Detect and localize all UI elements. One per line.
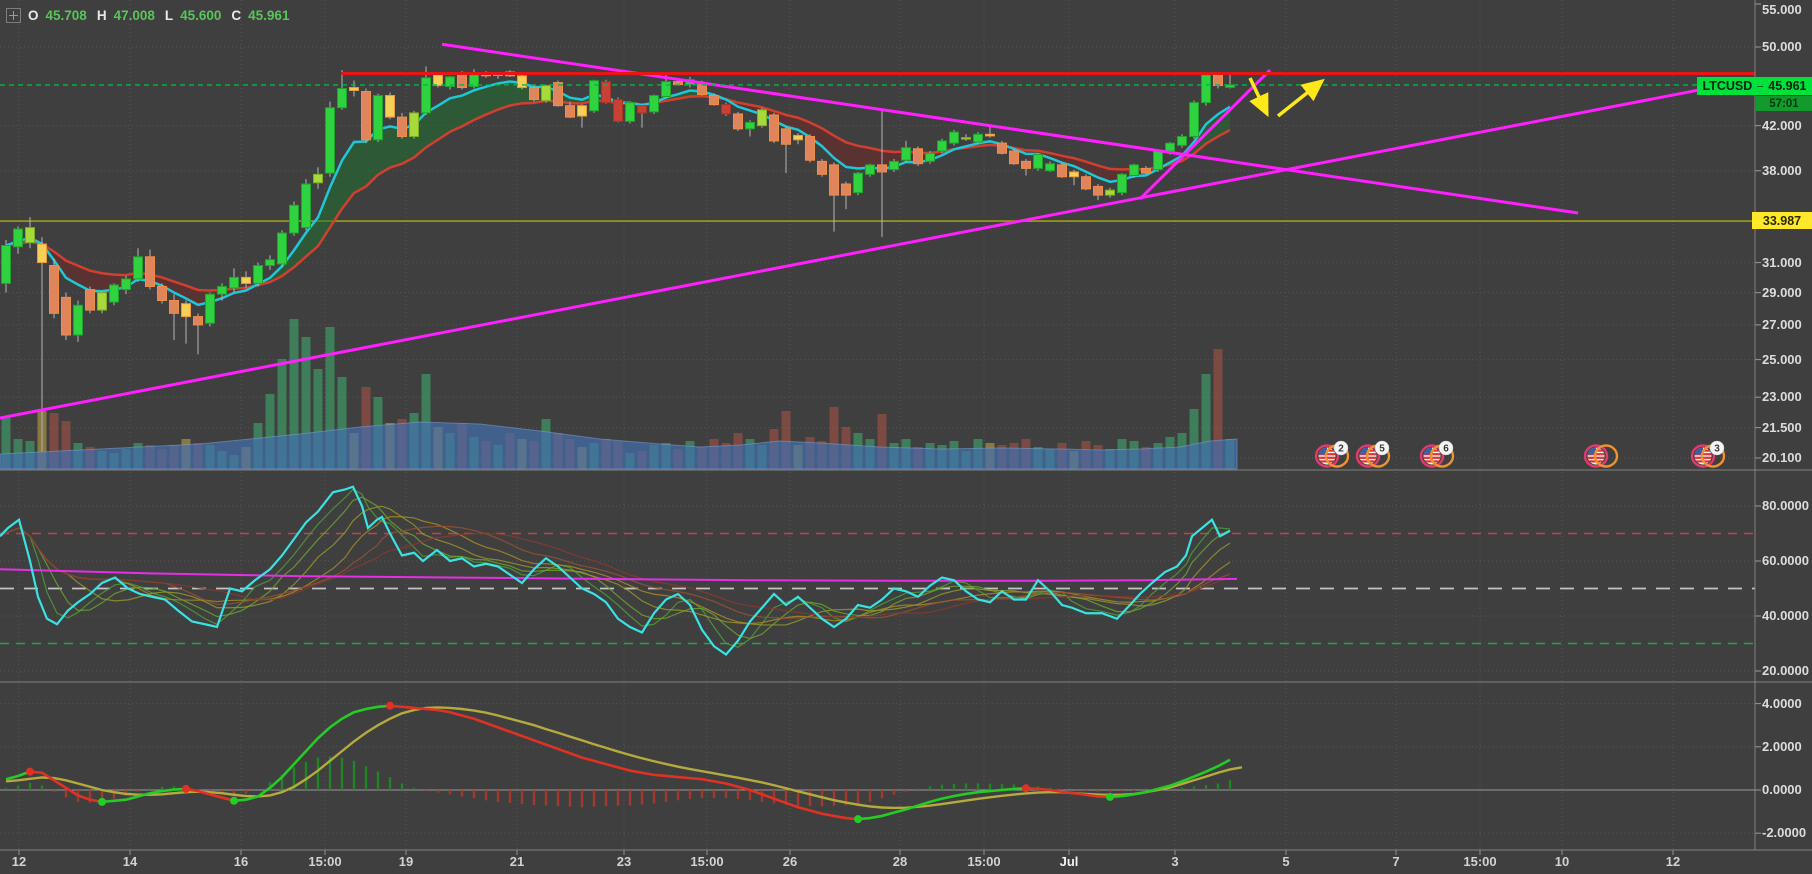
time-tick-5: 5 xyxy=(1282,854,1290,869)
svg-text:5: 5 xyxy=(1379,444,1385,455)
price-tick-50.000: 50.000 xyxy=(1762,38,1802,54)
time-tick-26: 26 xyxy=(782,854,798,869)
low-value: 45.600 xyxy=(180,8,222,23)
time-tick-12: 12 xyxy=(11,854,27,869)
time-tick-19: 19 xyxy=(398,854,414,869)
time-tick-14: 14 xyxy=(122,854,138,869)
price-tick-55.000: 55.000 xyxy=(1762,2,1802,17)
label-tick xyxy=(1757,85,1764,87)
time-tick-15:00: 15:00 xyxy=(967,854,1001,869)
flag-marker[interactable]: 3 xyxy=(1690,440,1726,468)
svg-text:6: 6 xyxy=(1443,444,1449,455)
flag-marker[interactable]: 6 xyxy=(1419,440,1455,468)
flag-marker[interactable]: 2 xyxy=(1314,440,1350,468)
svg-text:2: 2 xyxy=(1338,444,1344,455)
flag-marker[interactable] xyxy=(1583,444,1619,468)
time-tick-3: 3 xyxy=(1171,854,1179,869)
price-tick-21.500: 21.500 xyxy=(1762,419,1802,435)
time-tick-15:00: 15:00 xyxy=(1463,854,1497,869)
symbol-price-label: LTCUSD 45.961 xyxy=(1697,77,1812,95)
flag-badge xyxy=(1374,440,1390,456)
low-label: L xyxy=(164,8,174,23)
rsi-tick-60.0000: 60.0000 xyxy=(1762,553,1809,568)
price-tick-29.000: 29.000 xyxy=(1762,284,1802,300)
time-tick-Jul: Jul xyxy=(1059,854,1079,869)
close-value: 45.961 xyxy=(248,8,290,23)
time-tick-21: 21 xyxy=(509,854,525,869)
macd-tick--2.0000: -2.0000 xyxy=(1762,825,1807,841)
svg-text:3: 3 xyxy=(1714,444,1720,455)
close-label: C xyxy=(231,8,242,23)
time-tick-15:00: 15:00 xyxy=(308,854,342,869)
price-tick-42.000: 42.000 xyxy=(1762,117,1802,133)
time-tick-15:00: 15:00 xyxy=(690,854,724,869)
time-tick-16: 16 xyxy=(233,854,249,869)
flag-badge xyxy=(1333,440,1349,456)
time-tick-28: 28 xyxy=(892,854,908,869)
macd-tick-2.0000: 2.0000 xyxy=(1762,738,1802,754)
open-value: 45.708 xyxy=(45,8,87,23)
high-label: H xyxy=(96,8,107,23)
price-tick-27.000: 27.000 xyxy=(1762,316,1802,332)
flag-badge xyxy=(1709,440,1725,456)
time-tick-7: 7 xyxy=(1392,854,1400,869)
time-tick-10: 10 xyxy=(1554,854,1570,869)
price-tick-31.000: 31.000 xyxy=(1762,254,1802,270)
flag-marker[interactable]: 5 xyxy=(1355,440,1391,468)
yellow-level-label: 33.987 xyxy=(1752,212,1812,229)
symbol-price: 45.961 xyxy=(1768,79,1807,93)
price-tick-20.100: 20.100 xyxy=(1762,449,1802,465)
price-tick-23.000: 23.000 xyxy=(1762,389,1802,405)
legend-plus-icon[interactable] xyxy=(6,8,21,23)
macd-tick-4.0000: 4.0000 xyxy=(1762,695,1802,711)
flag-badge xyxy=(1438,440,1454,456)
rsi-tick-80.0000: 80.0000 xyxy=(1762,498,1809,513)
high-value: 47.008 xyxy=(113,8,155,23)
price-tick-25.000: 25.000 xyxy=(1762,351,1802,367)
symbol-name: LTCUSD xyxy=(1702,79,1753,93)
time-tick-23: 23 xyxy=(616,854,632,869)
rsi-tick-20.0000: 20.0000 xyxy=(1762,663,1809,678)
open-label: O xyxy=(28,8,39,23)
bar-countdown-label: 57:01 xyxy=(1756,96,1812,111)
rsi-tick-40.0000: 40.0000 xyxy=(1762,608,1809,623)
macd-tick-0.0000: 0.0000 xyxy=(1762,782,1802,797)
ohlc-legend: O 45.708 H 47.008 L 45.600 C 45.961 xyxy=(6,8,292,23)
price-tick-38.000: 38.000 xyxy=(1762,162,1802,178)
time-tick-12: 12 xyxy=(1665,854,1681,869)
